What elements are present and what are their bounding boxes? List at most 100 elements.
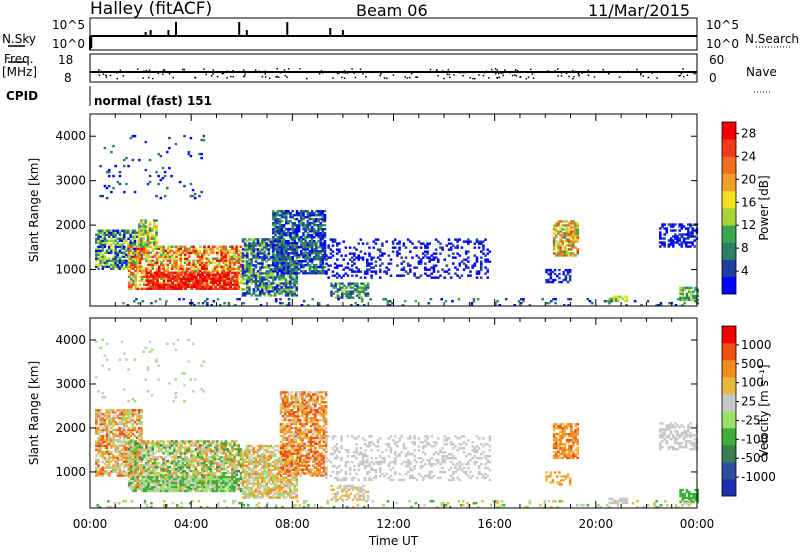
power-cell — [304, 260, 307, 263]
power-cell — [312, 252, 316, 255]
power-cell — [181, 249, 185, 252]
power-cell — [289, 272, 292, 275]
power-cell — [295, 228, 299, 231]
power-cell — [272, 258, 275, 261]
velocity-cell — [185, 471, 189, 475]
power-cell — [335, 252, 339, 255]
power-cell — [269, 282, 273, 285]
power-cell — [659, 302, 663, 305]
power-cell — [158, 285, 162, 288]
power-cell — [192, 269, 195, 272]
power-cell — [123, 158, 126, 162]
power-cell — [419, 274, 423, 277]
power-cell — [142, 245, 145, 248]
power-cell — [183, 249, 187, 252]
power-cell — [351, 252, 354, 255]
power-cell — [572, 222, 575, 225]
power-cell — [173, 283, 177, 286]
power-cell — [142, 269, 146, 272]
power-cell — [272, 224, 275, 227]
velocity-cell — [179, 464, 183, 467]
velocity-cell — [181, 469, 185, 473]
power-cell — [205, 277, 209, 280]
power-cell — [663, 227, 666, 230]
power-cell — [246, 282, 249, 285]
power-cell — [276, 214, 279, 217]
power-cell — [284, 250, 288, 253]
power-cell — [156, 279, 159, 282]
power-cell — [127, 257, 131, 260]
power-cell — [315, 264, 318, 267]
power-cell — [99, 263, 102, 266]
power-cell — [194, 251, 198, 254]
power-cell — [142, 283, 146, 286]
power-cell — [125, 239, 128, 242]
power-cell — [685, 292, 689, 296]
power-cell — [241, 294, 245, 297]
power-cell — [295, 274, 299, 277]
power-cell — [231, 277, 235, 280]
power-cell — [224, 253, 228, 256]
nave-dot — [647, 76, 650, 79]
power-cell — [147, 271, 151, 274]
power-cell — [131, 134, 135, 138]
power-cell — [220, 255, 223, 258]
power-cell — [118, 245, 122, 248]
power-cell — [164, 287, 168, 290]
power-cell — [99, 255, 102, 258]
velocity-cell — [123, 454, 126, 457]
power-cell — [243, 264, 247, 267]
power-cell — [353, 284, 357, 287]
power-cell — [335, 242, 339, 245]
power-cell — [310, 246, 314, 249]
power-cell — [349, 292, 353, 295]
power-cell — [164, 255, 168, 258]
power-cell — [469, 240, 472, 243]
power-cell — [239, 281, 243, 284]
power-cell — [300, 218, 303, 221]
velocity-cell — [183, 460, 187, 463]
velocity-cell — [181, 464, 185, 467]
power-cell — [142, 241, 145, 244]
power-cell — [258, 276, 262, 279]
velocity-cell — [138, 448, 142, 451]
power-cell — [184, 283, 187, 286]
power-cell — [185, 269, 189, 272]
nave-dot — [100, 70, 102, 73]
power-cell — [155, 245, 158, 248]
power-cell — [404, 246, 408, 249]
power-cell — [95, 263, 98, 266]
nave-dot — [441, 70, 444, 72]
power-cell — [310, 214, 314, 217]
power-cell — [254, 256, 258, 259]
velocity-cell — [164, 448, 168, 451]
power-cell — [310, 210, 314, 213]
power-cell — [132, 259, 135, 262]
velocity-cell — [134, 448, 137, 451]
power-cell — [155, 253, 159, 256]
power-cell — [306, 252, 310, 255]
power-cell — [246, 240, 249, 243]
power-cell — [276, 272, 279, 275]
power-cell — [189, 154, 193, 158]
power-cell — [302, 216, 305, 219]
power-cell — [256, 274, 260, 277]
power-cell — [293, 272, 297, 275]
power-cell — [669, 223, 673, 226]
power-cell — [282, 270, 286, 273]
power-cell — [280, 210, 284, 213]
power-cell — [269, 270, 273, 273]
power-cell — [321, 246, 325, 249]
velocity-cell — [140, 454, 144, 457]
power-cell — [252, 290, 256, 293]
velocity-cell — [114, 422, 117, 426]
velocity-cell — [116, 462, 120, 465]
power-cell — [155, 251, 159, 254]
power-cell — [220, 249, 223, 252]
velocity-cell — [120, 414, 124, 418]
power-cell — [659, 231, 662, 234]
power-cell — [149, 285, 153, 288]
power-cell — [691, 231, 694, 234]
power-cell — [205, 267, 208, 270]
power-cell — [415, 276, 419, 279]
